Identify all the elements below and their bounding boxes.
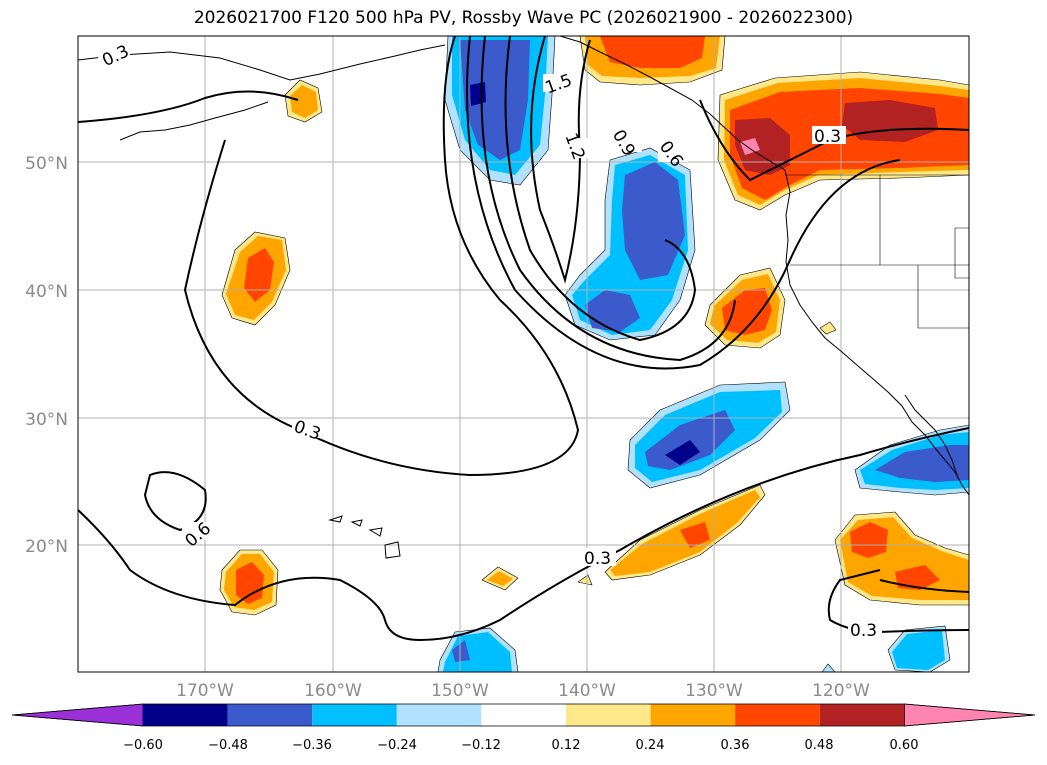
colorbar-tick: −0.36: [292, 738, 332, 753]
colorbar-swatch: [143, 704, 228, 726]
hawaii-islands: [328, 515, 401, 559]
colorbar-extend-low: [11, 703, 144, 727]
colorbar-swatch: [819, 704, 905, 726]
lon-label-140w: 140°W: [558, 681, 616, 701]
alaska-coast: [78, 44, 446, 81]
colorbar-swatch: [566, 704, 651, 726]
lon-label-160w: 160°W: [304, 681, 362, 701]
contour-label-0-3-south: 0.3: [850, 621, 877, 641]
contour-0-3-south: [827, 569, 969, 634]
colorbar-swatch: [735, 704, 820, 726]
lon-label-150w: 150°W: [431, 681, 489, 701]
lat-label-20n: 20°N: [25, 537, 68, 557]
lat-label-30n: 30°N: [25, 410, 68, 430]
colorbar-tick: 0.48: [805, 738, 834, 753]
lon-label-170w: 170°W: [176, 681, 234, 701]
colorbar-ticks: −0.60 −0.48 −0.36 −0.24 −0.12 0.12 0.24 …: [123, 738, 918, 753]
contour-label-0-3-subtropical: 0.3: [584, 549, 611, 569]
contour-label-0-3-pacnw: 0.3: [814, 127, 841, 147]
colorbar-tick: −0.12: [461, 738, 501, 753]
colorbar-tick: 0.60: [890, 738, 919, 753]
contour-0-6-loop: [143, 471, 207, 532]
colorbar-tick: 0.24: [636, 738, 665, 753]
negative-anomaly-shading: [437, 36, 969, 672]
coastlines: [78, 36, 969, 559]
lat-label-40n: 40°N: [25, 282, 68, 302]
lat-label-50n: 50°N: [25, 154, 68, 174]
colorbar-tick: 0.12: [552, 738, 581, 753]
colorbar-swatch: [227, 704, 313, 726]
latitude-labels: 50°N 40°N 30°N 20°N: [25, 154, 68, 557]
map-frame: [77, 35, 970, 673]
contour-0-3-northwest: [78, 90, 299, 123]
colorbar-outline: [11, 703, 1036, 727]
contour-1-2: [504, 36, 697, 342]
colorbar-tick: −0.60: [123, 738, 163, 753]
state-borders: [785, 174, 969, 329]
pv-contours: [78, 36, 969, 642]
longitude-labels: 170°W 160°W 150°W 140°W 130°W 120°W: [176, 681, 870, 701]
contour-0-3-main: [183, 36, 580, 477]
lon-label-120w: 120°W: [812, 681, 870, 701]
colorbar-swatch: [312, 704, 397, 726]
contour-0-9: [480, 36, 736, 362]
colorbar: [11, 703, 1036, 727]
colorbar-swatch: [650, 704, 736, 726]
colorbar-tick: −0.48: [208, 738, 248, 753]
contour-1-5: [530, 36, 591, 284]
lon-label-130w: 130°W: [685, 681, 743, 701]
colorbar-tick: −0.24: [377, 738, 417, 753]
colorbar-extend-high: [904, 703, 1036, 727]
us-west-coast: [784, 169, 969, 496]
contour-0-3-pacnw: [699, 99, 969, 182]
contour-0-6: [466, 36, 901, 370]
page-title: 2026021700 F120 500 hPa PV, Rossby Wave …: [193, 8, 854, 28]
colorbar-swatch: [396, 704, 482, 726]
colorbar-tick: 0.36: [721, 738, 750, 753]
contour-0-3-subtropical: [78, 427, 969, 642]
colorbar-swatch: [481, 704, 566, 726]
